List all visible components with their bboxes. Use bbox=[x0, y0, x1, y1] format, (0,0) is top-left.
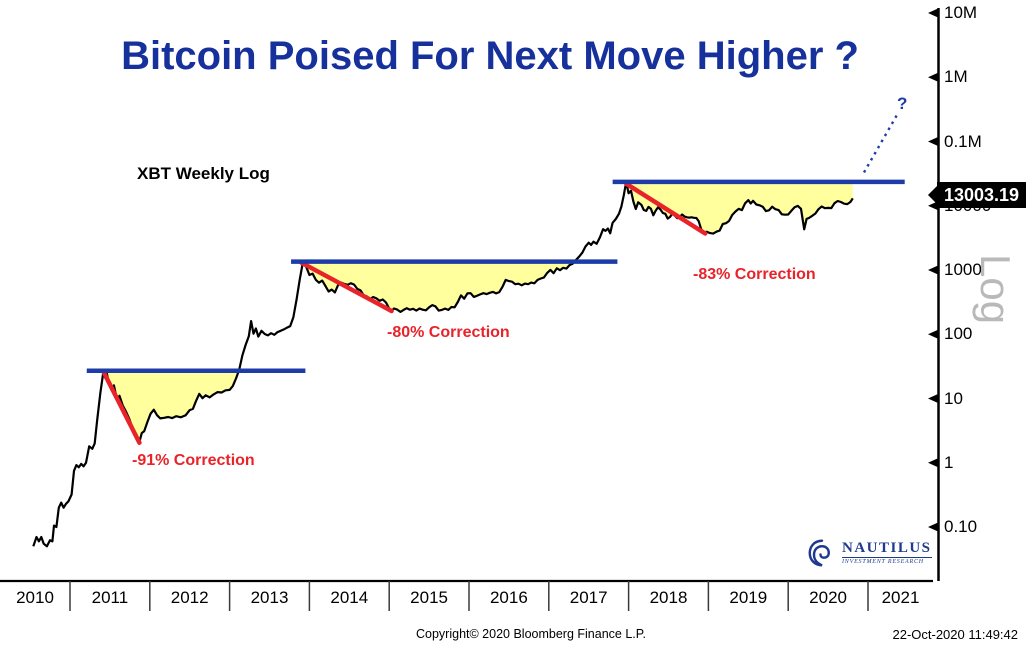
last-price-value: 13003.19 bbox=[943, 185, 1020, 205]
nautilus-logo: NAUTILUS INVESTMENT RESEARCH bbox=[806, 536, 932, 570]
copyright-text: Copyright© 2020 Bloomberg Finance L.P. bbox=[416, 627, 646, 641]
drawdown-region bbox=[626, 181, 853, 234]
y-axis-tick-label: 1000 bbox=[944, 260, 982, 279]
x-axis-year-label: 2020 bbox=[809, 588, 847, 607]
correction-trendline bbox=[101, 369, 142, 445]
x-axis-year-label: 2021 bbox=[881, 588, 920, 607]
y-tick-arrow-icon bbox=[928, 265, 938, 275]
projection-question-mark: ? bbox=[897, 94, 908, 113]
series-label: XBT Weekly Log bbox=[137, 164, 270, 183]
y-axis-tick-label: 100 bbox=[944, 324, 973, 344]
last-price-tag: 13003.19 bbox=[928, 182, 1026, 208]
price-tag-arrow-icon bbox=[928, 186, 937, 204]
y-axis-tick-label: 10 bbox=[944, 388, 963, 408]
projection-arrow bbox=[862, 114, 898, 174]
x-axis-year-label: 2016 bbox=[489, 588, 528, 607]
logo-subtitle: INVESTMENT RESEARCH bbox=[842, 557, 932, 565]
y-tick-arrow-icon bbox=[928, 329, 938, 339]
correction-label-80: -80% Correction bbox=[387, 324, 510, 341]
correction-label-91: -91% Correction bbox=[132, 452, 255, 469]
y-tick-arrow-icon bbox=[928, 394, 938, 403]
x-axis-year-label: 2019 bbox=[729, 588, 768, 607]
y-tick-arrow-icon bbox=[928, 522, 938, 532]
x-axis-year-label: 2017 bbox=[569, 588, 608, 607]
x-axis-year-label: 2015 bbox=[410, 588, 448, 607]
drawdown-region bbox=[103, 370, 238, 442]
y-axis-tick-label: 0.10 bbox=[944, 517, 978, 536]
x-axis-year-label: 2018 bbox=[649, 588, 688, 607]
correction-trendline bbox=[299, 260, 394, 314]
correction-trendline bbox=[623, 181, 708, 236]
x-axis-year-label: 2012 bbox=[170, 588, 209, 607]
y-tick-arrow-icon bbox=[928, 8, 938, 18]
log-scale-label: Log bbox=[972, 254, 1019, 325]
y-tick-arrow-icon bbox=[928, 72, 938, 82]
y-tick-arrow-icon bbox=[928, 137, 938, 146]
correction-label-83: -83% Correction bbox=[693, 266, 816, 283]
logo-name: NAUTILUS bbox=[842, 540, 932, 556]
x-axis-year-label: 2010 bbox=[16, 588, 54, 607]
x-axis-year-label: 2011 bbox=[91, 588, 129, 607]
y-axis-tick-label: 1 bbox=[944, 452, 954, 472]
drawdown-region bbox=[303, 261, 574, 312]
x-axis-year-label: 2013 bbox=[250, 588, 289, 607]
y-tick-arrow-icon bbox=[928, 458, 938, 468]
y-axis-tick-label: 1M bbox=[944, 67, 968, 87]
timestamp-text: 22-Oct-2020 11:49:42 bbox=[892, 627, 1018, 642]
nautilus-shell-icon bbox=[808, 539, 831, 567]
chart-title: Bitcoin Poised For Next Move Higher ? bbox=[121, 34, 859, 78]
y-axis-tick-label: 0.1M bbox=[944, 131, 982, 151]
y-axis-tick-label: 10M bbox=[944, 3, 978, 22]
price-line bbox=[32, 180, 854, 548]
logo-text: NAUTILUS INVESTMENT RESEARCH bbox=[842, 541, 932, 565]
x-axis-year-label: 2014 bbox=[330, 588, 369, 607]
